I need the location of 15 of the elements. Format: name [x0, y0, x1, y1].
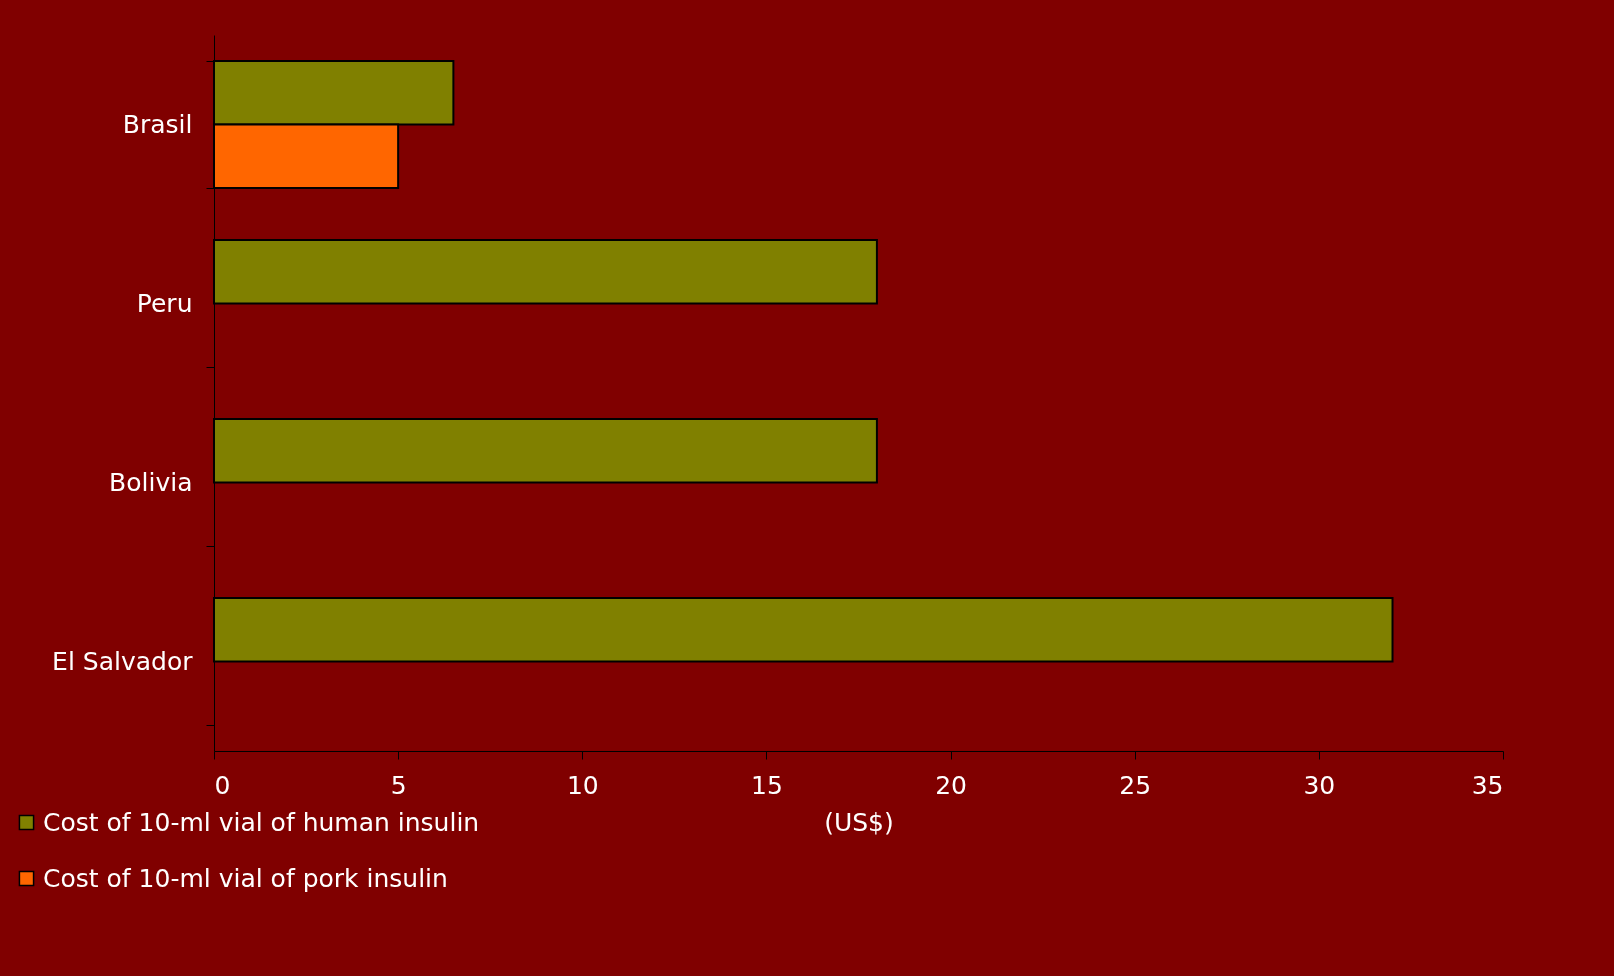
- x-tick-label: 10: [566, 770, 599, 800]
- y-tick-label: Brasil: [122, 110, 193, 139]
- x-tick-label: 35: [1471, 770, 1504, 800]
- legend-label: Cost of 10-ml vial of pork insulin: [43, 863, 448, 893]
- y-tick-label: El Salvador: [52, 647, 194, 676]
- x-tick-label: 20: [935, 770, 967, 800]
- y-tick-label: Bolivia: [109, 468, 193, 497]
- x-tick-label: 15: [751, 770, 783, 800]
- x-axis-title: (US$): [824, 807, 894, 837]
- x-tick-label: 30: [1303, 770, 1336, 800]
- x-tick-label: 25: [1119, 770, 1152, 800]
- x-tick-label: 5: [390, 770, 407, 800]
- legend-label: Cost of 10-ml vial of human insulin: [43, 807, 480, 837]
- x-tick-label: 0: [214, 770, 231, 800]
- y-tick-label: Peru: [136, 289, 193, 318]
